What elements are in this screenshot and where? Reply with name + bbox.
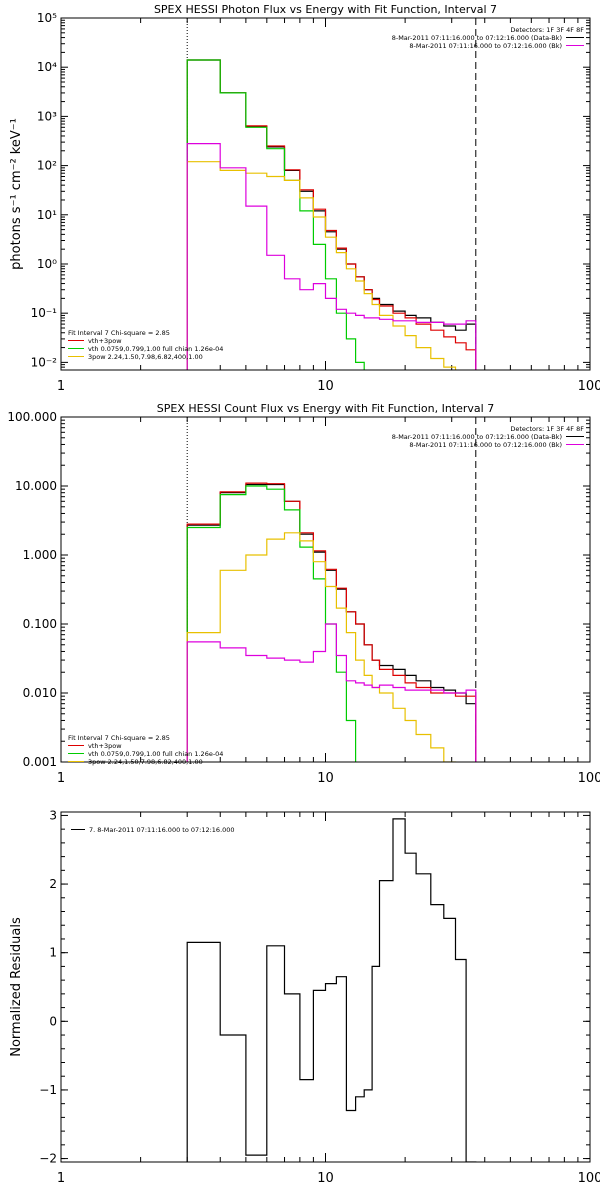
plot-frame [60,17,591,371]
y-tick-label: 10¹ [37,208,57,222]
x-tick-label: 10 [317,379,334,394]
series-line-5 [186,623,477,762]
x-tick-label: 1 [57,771,65,786]
series-line-4 [186,161,457,370]
y-tick-label: 1 [49,946,57,960]
x-tick-label: 10 [317,1171,334,1186]
y-tick-label: 100.000 [7,410,57,424]
series-line-2 [186,482,477,762]
series-line-1 [186,818,477,1162]
legend-top-title: Detectors: 1F 3F 4F 8F [510,425,584,433]
legend-fit-entry: vth 0.0759,0.799,1.00 full chian 1.26e-0… [88,750,223,758]
plot-area [186,482,477,762]
x-tick-label: 1 [57,1171,65,1186]
y-tick-label: 1.000 [23,548,57,562]
y-tick-label: 10⁴ [37,60,57,74]
series-line-1 [186,483,477,762]
x-tick-label: 100 [578,1171,600,1186]
y-axis-label: photons s⁻¹ cm⁻² keV⁻¹ [9,118,24,270]
y-tick-label: −2 [39,1152,57,1166]
plot-area [186,59,477,370]
y-axis-label: Normalized Residuals [9,917,24,1057]
legend-fit-title: Fit Interval 7 Chi-square = 2.85 [68,734,170,742]
legend-fit-entry: vth+3pow [88,742,122,750]
chart-panel-1: SPEX HESSI Photon Flux vs Energy with Fi… [9,3,600,394]
series-line-3 [186,59,365,370]
y-tick-label: 2 [49,877,57,891]
y-tick-label: 10³ [37,109,57,123]
legend-top-entry: 8-Mar-2011 07:11:16.000 to 07:12:16.000 … [409,42,562,50]
y-tick-label: 0.001 [23,755,57,769]
y-tick-label: −1 [39,1083,57,1097]
series-line-1 [186,59,477,370]
y-tick-label: 10⁻¹ [31,306,58,320]
y-tick-label: 10⁰ [37,257,57,271]
legend-top-entry: 8-Mar-2011 07:11:16.000 to 07:12:16.000 … [409,441,562,449]
y-tick-label: 0 [49,1014,57,1028]
plot-frame [60,416,591,763]
plot-frame [60,811,591,1163]
series-line-2 [186,59,477,370]
y-tick-label: 0.100 [23,617,57,631]
x-tick-label: 100 [578,379,600,394]
legend-fit-entry: vth+3pow [88,337,122,345]
x-tick-label: 10 [317,771,334,786]
x-tick-label: 1 [57,379,65,394]
chart-title: SPEX HESSI Count Flux vs Energy with Fit… [157,402,494,415]
legend-fit-entry: vth 0.0759,0.799,1.00 full chian 1.26e-0… [88,345,223,353]
y-tick-label: 10.000 [15,479,57,493]
y-tick-label: 10⁵ [37,11,57,25]
legend-top-entry: 8-Mar-2011 07:11:16.000 to 07:12:16.000 … [392,34,562,42]
chart-panel-2: SPEX HESSI Count Flux vs Energy with Fit… [7,402,600,786]
series-line-4 [186,532,457,762]
legend-fit-entry: 3pow 2.24,1.50,7.98,6.82,400,1.00 [88,353,203,361]
plot-area [186,818,477,1162]
legend-fit-title: Fit Interval 7 Chi-square = 2.85 [68,329,170,337]
x-tick-label: 100 [578,771,600,786]
legend-entry: 7. 8-Mar-2011 07:11:16.000 to 07:12:16.0… [89,826,235,834]
y-tick-label: 3 [49,808,57,822]
legend-top-entry: 8-Mar-2011 07:11:16.000 to 07:12:16.000 … [392,433,562,441]
legend-fit-entry: 3pow 2.24,1.50,7.98,6.82,400,1.00 [88,758,203,766]
series-line-3 [186,485,357,762]
y-tick-label: 10⁻² [31,355,58,369]
series-line-5 [186,143,477,370]
legend-top-title: Detectors: 1F 3F 4F 8F [510,26,584,34]
y-tick-label: 0.010 [23,686,57,700]
chart-panel-3: −2 −1 0 1 2 3 1 10 100 Normalized Residuals 7. 8-M… [9,808,600,1186]
chart-title: SPEX HESSI Photon Flux vs Energy with Fi… [154,3,497,16]
y-tick-label: 10² [37,159,57,173]
